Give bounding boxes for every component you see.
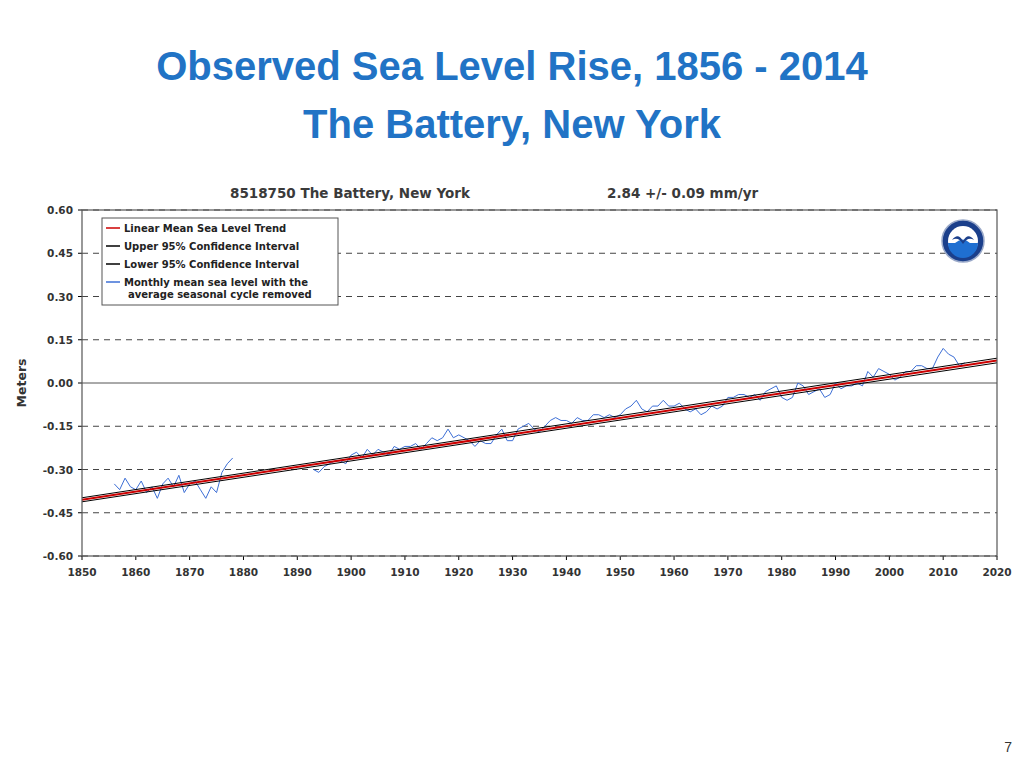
legend-line: Upper 95% Confidence Interval bbox=[124, 241, 299, 252]
x-tick-label: 2010 bbox=[929, 566, 958, 578]
series-line bbox=[82, 363, 997, 502]
logo bbox=[942, 220, 984, 262]
chart-title: 8518750 The Battery, New York bbox=[230, 185, 471, 201]
grid-line bbox=[82, 512, 997, 513]
grid-line bbox=[82, 426, 997, 427]
y-tick-label: -0.60 bbox=[43, 550, 73, 562]
x-tick-label: 1950 bbox=[606, 566, 635, 578]
x-tick-label: 1870 bbox=[175, 566, 204, 578]
y-tick-label: 0.45 bbox=[47, 247, 73, 259]
y-axis-label: Meters bbox=[14, 359, 29, 408]
x-tick-label: 1930 bbox=[498, 566, 527, 578]
y-tick-label: 0.00 bbox=[47, 377, 73, 389]
slide-subtitle: The Battery, New York bbox=[303, 102, 722, 146]
y-tick-label: -0.30 bbox=[43, 464, 73, 476]
plot-frame bbox=[82, 210, 997, 556]
x-tick-label: 1890 bbox=[283, 566, 312, 578]
legend: Linear Mean Sea Level Trend Upper 95% Con… bbox=[102, 218, 338, 305]
legend-swatch bbox=[106, 281, 120, 283]
series-line bbox=[82, 358, 997, 498]
x-tick-label: 1970 bbox=[713, 566, 742, 578]
x-tick-label: 2020 bbox=[982, 566, 1011, 578]
x-tick-label: 1850 bbox=[67, 566, 96, 578]
legend-swatch bbox=[106, 245, 120, 247]
x-tick-label: 1940 bbox=[552, 566, 581, 578]
series-line bbox=[82, 361, 997, 500]
grid-line bbox=[82, 339, 997, 340]
logo-bird bbox=[952, 236, 974, 244]
y-tick-label: 0.60 bbox=[47, 204, 73, 216]
x-tick-label: 1960 bbox=[659, 566, 688, 578]
x-tick-label: 1980 bbox=[767, 566, 796, 578]
x-tick-label: 1920 bbox=[444, 566, 473, 578]
legend-line: Lower 95% Confidence Interval bbox=[124, 259, 299, 270]
grid-line bbox=[82, 469, 997, 470]
data-group bbox=[82, 348, 997, 501]
y-tick-label: -0.15 bbox=[43, 420, 73, 432]
legend-label: Lower 95% Confidence Interval bbox=[124, 259, 299, 270]
x-tick-label: 2000 bbox=[875, 566, 904, 578]
x-tick-label: 1860 bbox=[121, 566, 150, 578]
legend-label: Upper 95% Confidence Interval bbox=[124, 241, 299, 252]
page: Observed Sea Level Rise, 1856 - 2014 The … bbox=[0, 0, 1024, 768]
plot-area bbox=[82, 210, 997, 556]
legend-line: Linear Mean Sea Level Trend bbox=[124, 223, 286, 234]
legend-box bbox=[102, 218, 338, 305]
legend-line: Monthly mean sea level with the bbox=[124, 277, 308, 288]
x-tick-label: 1880 bbox=[229, 566, 258, 578]
slide-title: Observed Sea Level Rise, 1856 - 2014 bbox=[156, 44, 868, 88]
y-tick-label: 0.15 bbox=[47, 334, 73, 346]
y-tick-label: 0.30 bbox=[47, 291, 73, 303]
legend-swatch bbox=[106, 263, 120, 265]
logo-ring bbox=[942, 220, 984, 262]
legend-swatch bbox=[106, 227, 120, 229]
chart-subtitle: 2.84 +/- 0.09 mm/yr bbox=[607, 185, 758, 201]
x-tick-label: 1990 bbox=[821, 566, 850, 578]
x-tick-label: 1910 bbox=[390, 566, 419, 578]
legend-label: Monthly mean sea level with theaverage s… bbox=[124, 277, 312, 300]
legend-label: Linear Mean Sea Level Trend bbox=[124, 223, 286, 234]
x-tick-label: 1900 bbox=[337, 566, 366, 578]
y-tick-label: -0.45 bbox=[43, 507, 73, 519]
legend-line: average seasonal cycle removed bbox=[128, 289, 312, 300]
grid bbox=[82, 210, 997, 556]
page-number: 7 bbox=[1004, 739, 1012, 755]
